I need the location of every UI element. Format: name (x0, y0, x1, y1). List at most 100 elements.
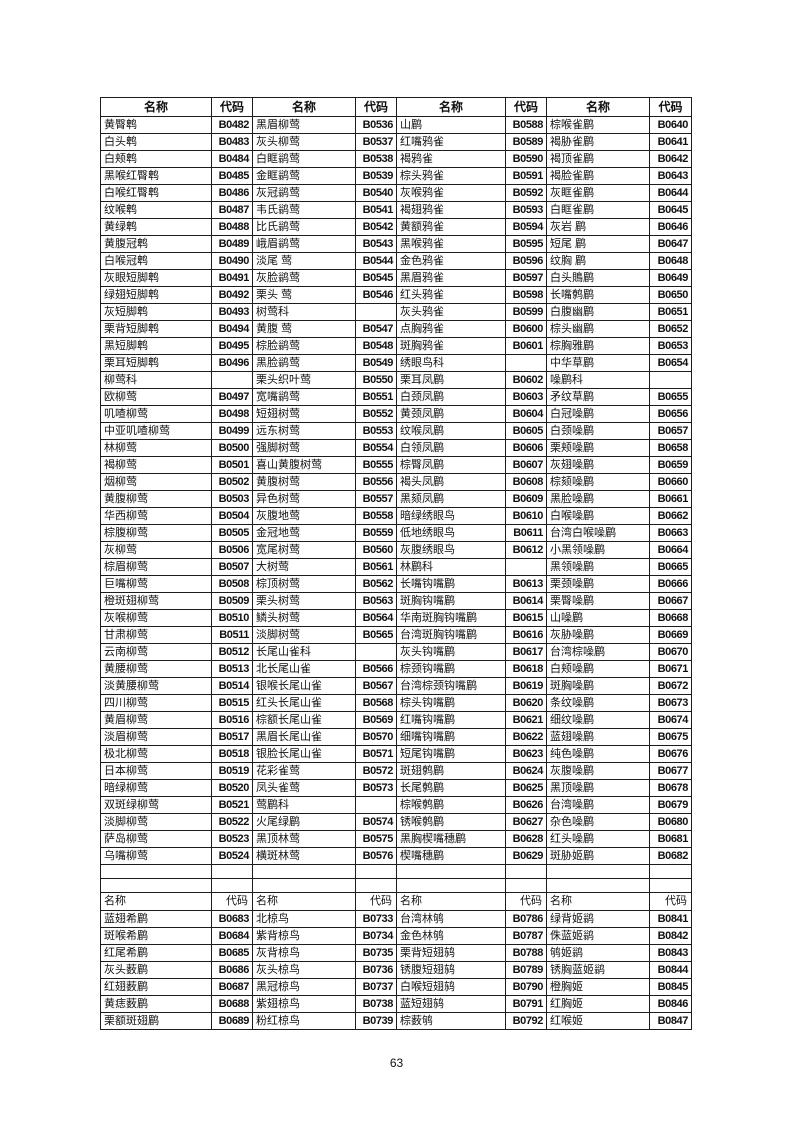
species-name-cell: 绣眼鸟科 (396, 354, 506, 372)
species-code-cell: B0602 (505, 371, 547, 389)
species-code-cell: B0557 (355, 490, 397, 508)
species-name-cell: 名称 (546, 97, 650, 117)
species-code-cell: B0640 (649, 116, 692, 134)
table-row: 黄眉柳莺 B0516 棕额长尾山雀 B0569 红嘴钩嘴鹛 B0621 细纹噪鹛 B0674 (100, 711, 692, 729)
species-name-cell: 灰腹噪鹛 (546, 762, 650, 780)
species-name-cell: 棕头钩嘴鹛 (396, 694, 506, 712)
species-code-cell: B0514 (211, 677, 253, 695)
species-name-cell: 棕薮鸲 (396, 1012, 506, 1030)
species-name-cell: 灰脸鹟莺 (252, 269, 356, 287)
species-code-cell: B0684 (211, 927, 253, 945)
table-row: 蓝翅希鹛 B0683 北椋鸟 B0733 台湾林鸲 B0786 绿背姬鹟 B0841 (100, 910, 692, 928)
species-name-cell: 喜山黄腹树莺 (252, 456, 356, 474)
species-name-cell: 纹喉凤鹛 (396, 422, 506, 440)
species-code-cell: B0540 (355, 184, 397, 202)
species-name-cell: 白喉冠鹎 (100, 252, 212, 270)
table-row: 云南柳莺 B0512 长尾山雀科 灰头钩嘴鹛 B0617 台湾棕噪鹛 B0670 (100, 643, 692, 661)
species-code-cell: B0517 (211, 728, 253, 746)
species-name-cell: 韦氏鹟莺 (252, 201, 356, 219)
species-name-cell: 淡眉柳莺 (100, 728, 212, 746)
species-code-cell: B0616 (505, 626, 547, 644)
species-code-cell: B0666 (649, 575, 692, 593)
table-row: 叽喳柳莺 B0498 短翅树莺 B0552 黄颈凤鹛 B0604 白冠噪鹛 B0656 (100, 405, 692, 423)
species-code-cell: B0543 (355, 235, 397, 253)
species-code-cell: B0841 (649, 910, 692, 928)
species-code-cell: B0563 (355, 592, 397, 610)
species-code-cell (649, 878, 692, 893)
species-name-cell: 名称 (396, 892, 506, 911)
species-name-cell: 纹胸 鹛 (546, 252, 650, 270)
species-name-cell: 斑胸鸦雀 (396, 337, 506, 355)
species-name-cell: 红嘴鸦雀 (396, 133, 506, 151)
species-name-cell (252, 864, 356, 879)
species-name-cell: 灰背椋鸟 (252, 944, 356, 962)
species-name-cell: 棕腹柳莺 (100, 524, 212, 542)
species-name-cell: 栗颈噪鹛 (546, 575, 650, 593)
species-name-cell: 萨岛柳莺 (100, 830, 212, 848)
species-code-cell: B0485 (211, 167, 253, 185)
species-name-cell: 红尾希鹛 (100, 944, 212, 962)
table-row: 纹喉鹎 B0487 韦氏鹟莺 B0541 褐翅鸦雀 B0593 白眶雀鹛 B0645 (100, 201, 692, 219)
species-code-cell: B0511 (211, 626, 253, 644)
table-row: 黑喉红臀鹎 B0485 金眶鹟莺 B0539 棕头鸦雀 B0591 褐脸雀鹛 B0643 (100, 167, 692, 185)
species-code-cell: B0791 (505, 995, 547, 1013)
table-row: 黄腰柳莺 B0513 北长尾山雀 B0566 棕颈钩嘴鹛 B0618 白颊噪鹛 B0671 (100, 660, 692, 678)
species-code-cell: B0792 (505, 1012, 547, 1030)
species-code-cell: B0568 (355, 694, 397, 712)
species-code-cell: B0845 (649, 978, 692, 996)
species-code-cell: B0615 (505, 609, 547, 627)
species-code-cell: B0654 (649, 354, 692, 372)
species-code-cell: B0625 (505, 779, 547, 797)
species-code-cell: B0545 (355, 269, 397, 287)
species-code-cell: B0653 (649, 337, 692, 355)
species-code-cell: B0572 (355, 762, 397, 780)
species-name-cell (100, 878, 212, 893)
species-name-cell: 棕脸鹟莺 (252, 337, 356, 355)
species-name-cell: 黄颈凤鹛 (396, 405, 506, 423)
species-name-cell: 宽尾树莺 (252, 541, 356, 559)
table-row: 白颊鹎 B0484 白眶鹟莺 B0538 褐鸦雀 B0590 褐顶雀鹛 B0642 (100, 150, 692, 168)
species-code-cell: B0565 (355, 626, 397, 644)
species-name-cell: 纹喉鹎 (100, 201, 212, 219)
species-name-cell: 鸲姬鹟 (546, 944, 650, 962)
species-name-cell: 叽喳柳莺 (100, 405, 212, 423)
species-code-cell: B0600 (505, 320, 547, 338)
species-code-cell: B0553 (355, 422, 397, 440)
species-code-cell: B0521 (211, 796, 253, 814)
table-row: 萨岛柳莺 B0523 黑顶林莺 B0575 黑胸楔嘴穗鹛 B0628 红头噪鹛 B0681 (100, 830, 692, 848)
species-code-cell (211, 371, 253, 389)
species-name-cell: 淡脚树莺 (252, 626, 356, 644)
species-code-cell: B0610 (505, 507, 547, 525)
species-code-cell: B0510 (211, 609, 253, 627)
species-name-cell: 山鹛 (396, 116, 506, 134)
species-name-cell: 紫背椋鸟 (252, 927, 356, 945)
species-code-cell: B0737 (355, 978, 397, 996)
species-name-cell: 名称 (546, 892, 650, 911)
species-name-cell: 北椋鸟 (252, 910, 356, 928)
species-code-cell: B0523 (211, 830, 253, 848)
species-name-cell: 棕颏噪鹛 (546, 473, 650, 491)
species-name-cell: 斑胁姬鹛 (546, 847, 650, 865)
species-code-cell: B0679 (649, 796, 692, 814)
species-name-cell: 北长尾山雀 (252, 660, 356, 678)
species-code-cell: B0566 (355, 660, 397, 678)
species-name-cell: 白喉短翅鸫 (396, 978, 506, 996)
species-name-cell: 白腹幽鹛 (546, 303, 650, 321)
species-code-cell: B0576 (355, 847, 397, 865)
table-row: 灰眼短脚鹎 B0491 灰脸鹟莺 B0545 黑眉鸦雀 B0597 白头鵙鹛 B0649 (100, 269, 692, 287)
empty-row (100, 878, 692, 893)
species-code-cell: B0520 (211, 779, 253, 797)
species-code-cell: B0608 (505, 473, 547, 491)
species-name-cell: 白头鵙鹛 (546, 269, 650, 287)
table-row: 暗绿柳莺 B0520 凤头雀莺 B0573 长尾鹩鹛 B0625 黑顶噪鹛 B0678 (100, 779, 692, 797)
species-name-cell: 小黑领噪鹛 (546, 541, 650, 559)
table-row: 红翅薮鹛 B0687 黑冠椋鸟 B0737 白喉短翅鸫 B0790 橙胸姬 B0845 (100, 978, 692, 996)
species-name-cell: 中华草鹛 (546, 354, 650, 372)
species-name-cell: 山噪鹛 (546, 609, 650, 627)
table-row: 红尾希鹛 B0685 灰背椋鸟 B0735 栗背短翅鸫 B0788 鸲姬鹟 B0843 (100, 944, 692, 962)
species-name-cell: 黑冠椋鸟 (252, 978, 356, 996)
species-code-cell: B0676 (649, 745, 692, 763)
table-row: 栗耳短脚鹎 B0496 黑脸鹟莺 B0549 绣眼鸟科 中华草鹛 B0654 (100, 354, 692, 372)
species-name-cell: 莺鹛科 (252, 796, 356, 814)
